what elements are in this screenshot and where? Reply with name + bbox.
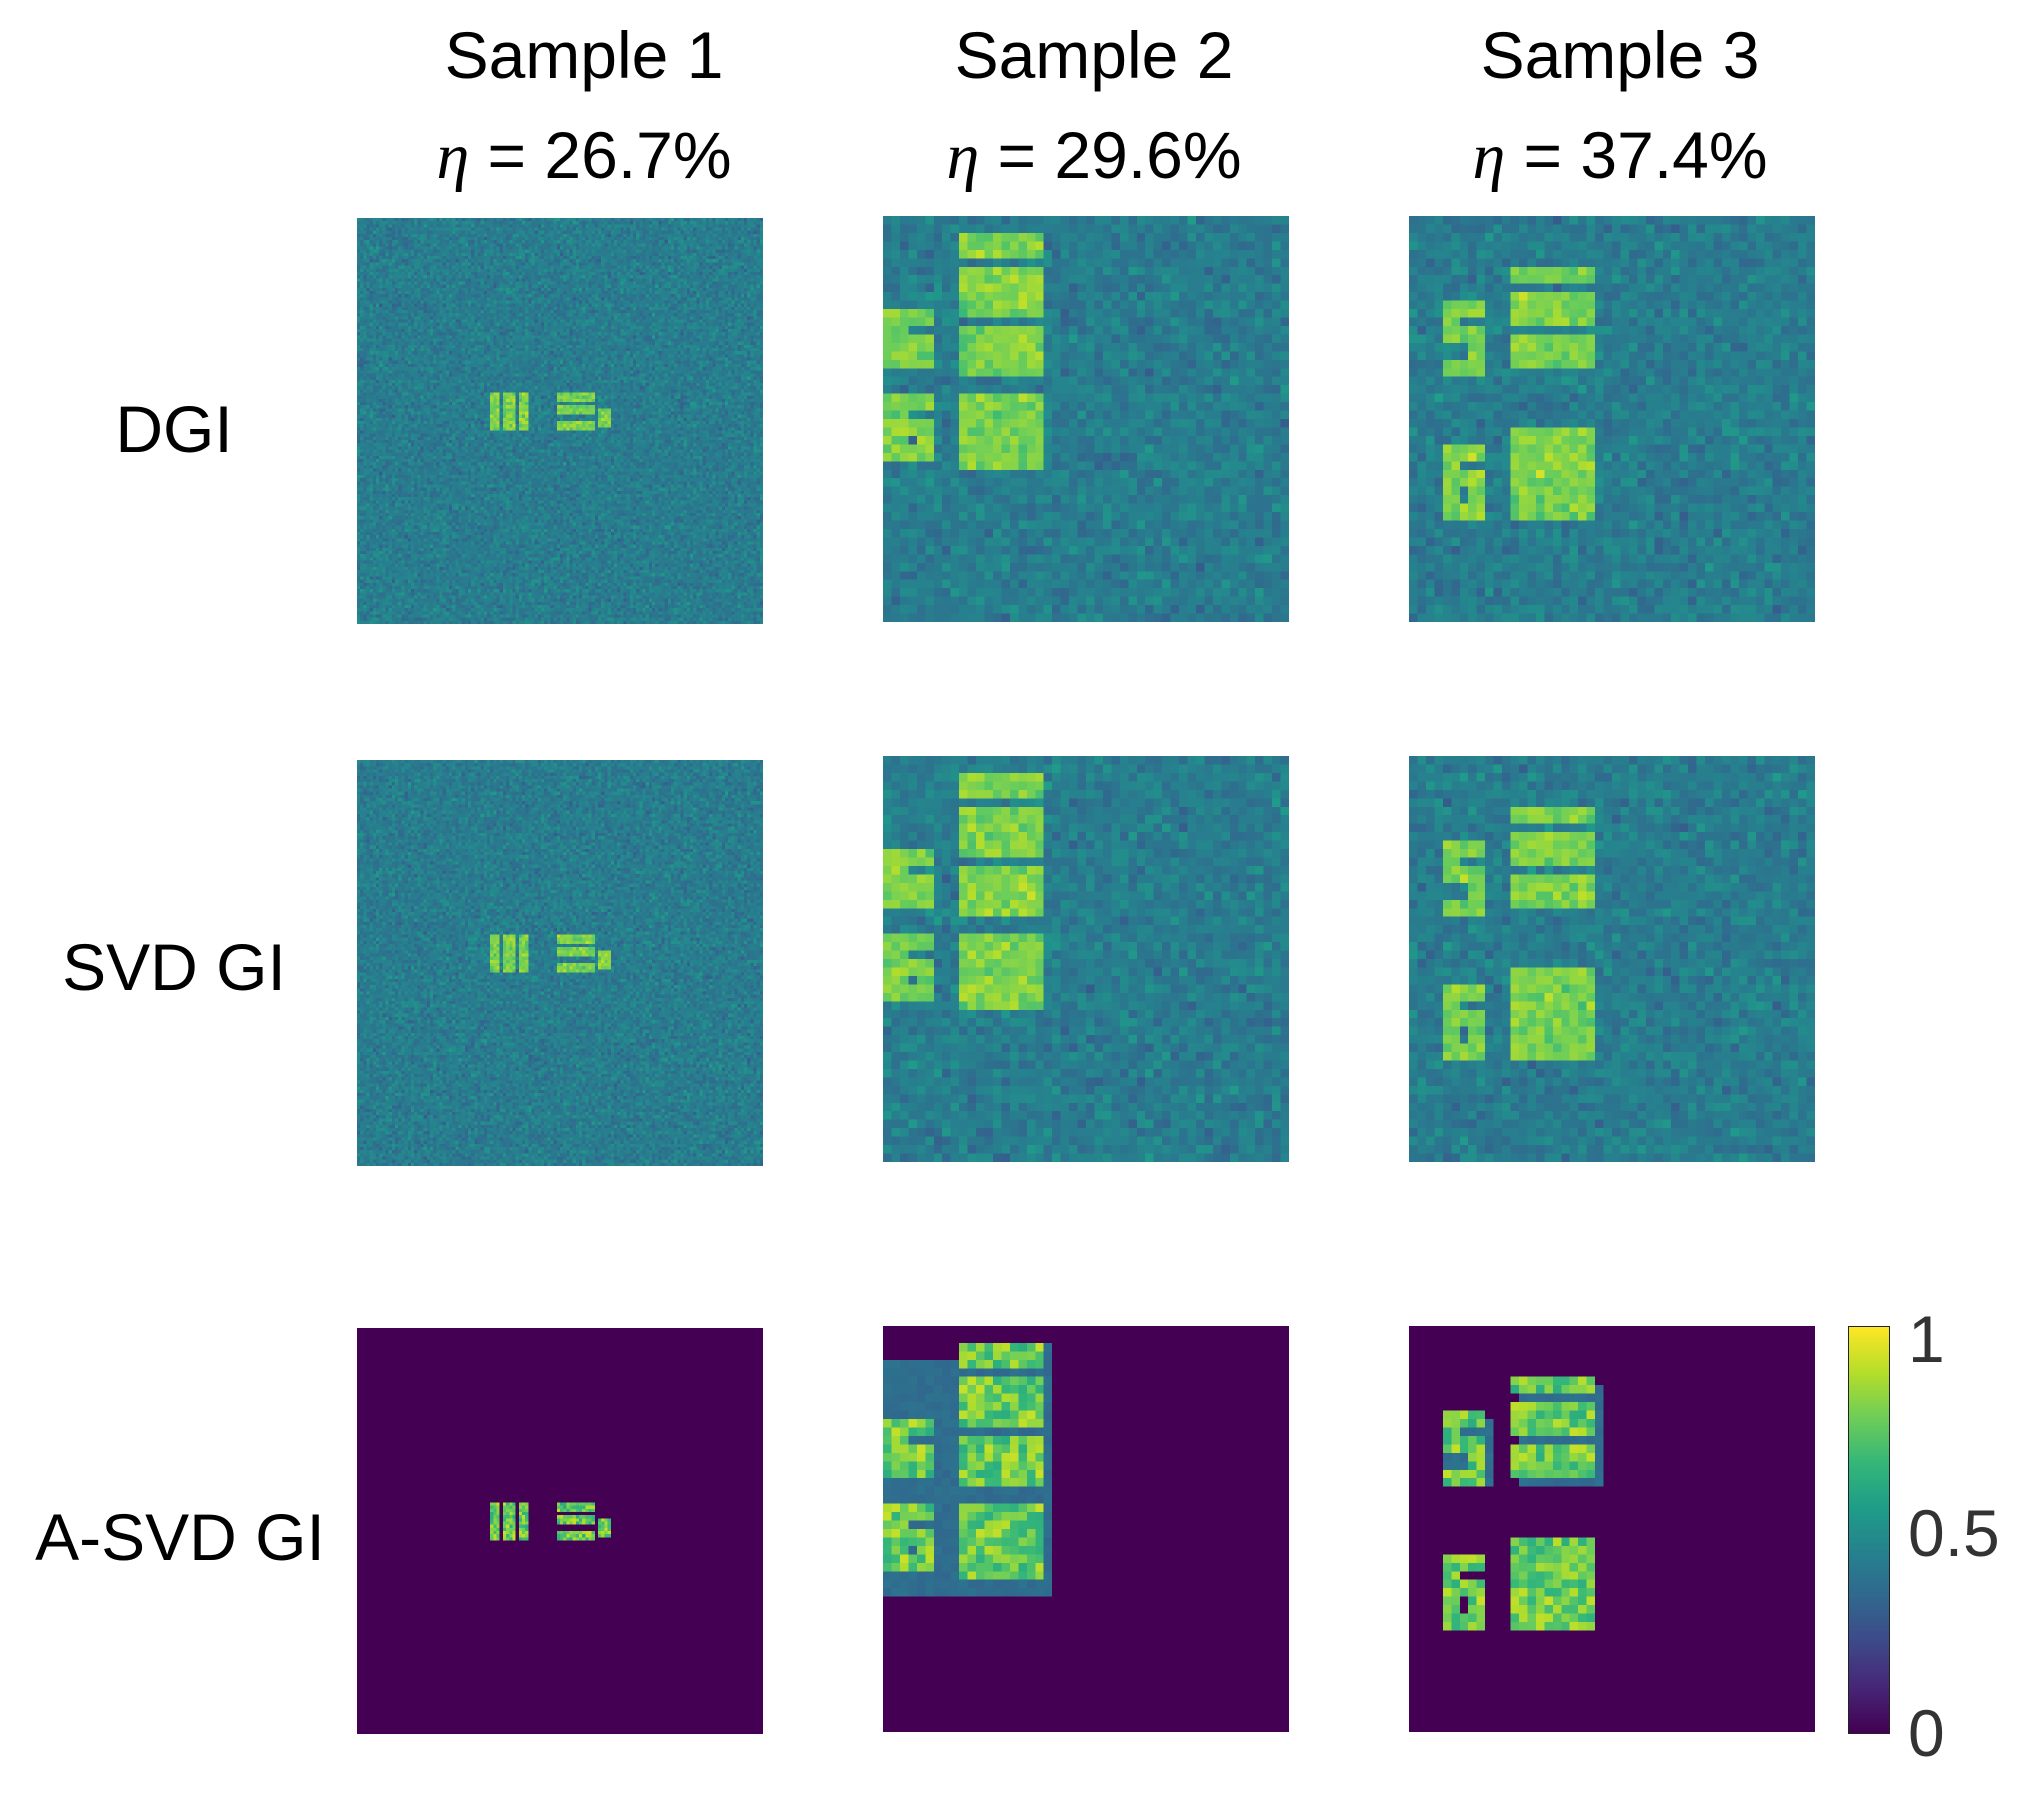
heatmap-image <box>1409 216 1815 622</box>
heatmap-image <box>357 218 763 624</box>
heatmap-image <box>1409 756 1815 1162</box>
column-title: Sample 3 <box>1480 18 1760 92</box>
image-panel-svd-gi-sample-3 <box>1409 756 1815 1162</box>
colorbar-tick-1: 1 <box>1908 1302 1945 1376</box>
heatmap-image <box>357 1328 763 1734</box>
eta-symbol: η <box>1472 120 1506 193</box>
image-panel-a-svd-gi-sample-3 <box>1409 1326 1815 1732</box>
eta-label: η = 26.7% <box>374 122 794 190</box>
colorbar <box>1848 1326 1890 1734</box>
image-panel-svd-gi-sample-2 <box>883 756 1289 1162</box>
image-panel-a-svd-gi-sample-1 <box>357 1328 763 1734</box>
eta-value: = 37.4% <box>1505 118 1768 192</box>
column-header-sample-3: Sample 3 η = 37.4% <box>1410 22 1830 190</box>
heatmap-image <box>883 1326 1289 1732</box>
column-header-sample-2: Sample 2 η = 29.6% <box>884 22 1304 190</box>
heatmap-image <box>883 216 1289 622</box>
column-header-sample-1: Sample 1 η = 26.7% <box>374 22 794 190</box>
column-title: Sample 1 <box>444 18 724 92</box>
row-label-dgi: DGI <box>115 392 233 466</box>
image-panel-dgi-sample-3 <box>1409 216 1815 622</box>
column-title: Sample 2 <box>954 18 1234 92</box>
image-panel-dgi-sample-2 <box>883 216 1289 622</box>
eta-value: = 29.6% <box>979 118 1242 192</box>
eta-symbol: η <box>436 120 470 193</box>
heatmap-image <box>357 760 763 1166</box>
row-label-svd-gi: SVD GI <box>62 930 286 1004</box>
eta-value: = 26.7% <box>469 118 732 192</box>
image-panel-svd-gi-sample-1 <box>357 760 763 1166</box>
eta-label: η = 37.4% <box>1410 122 1830 190</box>
heatmap-image <box>1409 1326 1815 1732</box>
colorbar-tick-0-5: 0.5 <box>1908 1496 2000 1570</box>
colorbar-tick-0: 0 <box>1908 1696 1945 1770</box>
row-label-a-svd-gi: A-SVD GI <box>35 1500 325 1574</box>
eta-symbol: η <box>946 120 980 193</box>
heatmap-image <box>883 756 1289 1162</box>
eta-label: η = 29.6% <box>884 122 1304 190</box>
image-panel-dgi-sample-1 <box>357 218 763 624</box>
image-panel-a-svd-gi-sample-2 <box>883 1326 1289 1732</box>
